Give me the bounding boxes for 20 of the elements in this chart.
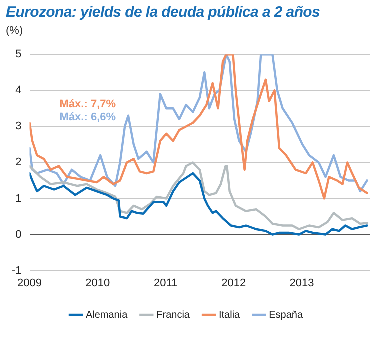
y-tick-label: -1 [12,264,22,277]
x-tick-label: 2012 [222,277,246,290]
x-tick-label: 2009 [18,277,42,290]
y-axis-title: (%) [6,25,24,37]
y-tick-label: 2 [16,156,22,169]
y-tick-label: 4 [16,84,22,97]
legend-label: Italia [219,310,241,321]
x-tick-label: 2013 [290,277,314,290]
y-tick-label: 5 [16,48,22,61]
chart-title: Eurozona: yields de la deuda pública a 2 años [6,4,320,21]
legend-label: Francia [156,310,190,321]
y-tick-label: 1 [16,192,22,205]
y-tick-label: 0 [16,228,22,241]
legend-label: España [269,310,304,321]
annotation: Máx.: 6,6% [60,112,116,124]
y-tick-label: 3 [16,120,22,133]
legend-label: Alemania [86,310,128,321]
annotation: Máx.: 7,7% [60,98,116,111]
x-tick-label: 2011 [154,277,178,290]
x-tick-label: 2010 [86,277,110,290]
